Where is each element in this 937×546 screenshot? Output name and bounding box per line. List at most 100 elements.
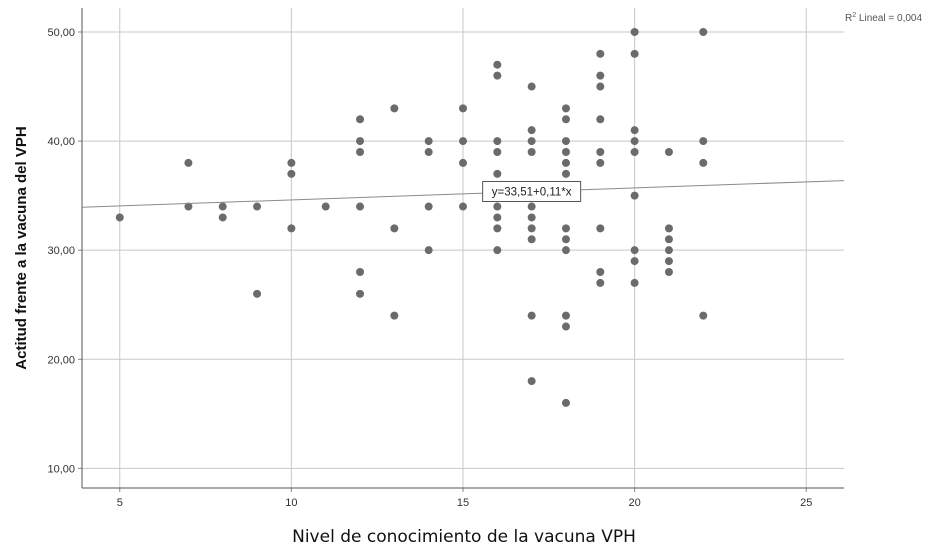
data-point <box>699 158 708 167</box>
y-tick-label: 30,00 <box>47 245 75 257</box>
data-point <box>561 398 570 407</box>
data-point <box>561 311 570 320</box>
data-point <box>356 202 365 211</box>
data-point <box>253 202 262 211</box>
r2-label-prefix: R <box>845 13 852 24</box>
y-tick-label: 10,00 <box>47 463 75 475</box>
x-tick-label: 10 <box>285 497 297 509</box>
fit-equation-text: y=33,51+0,11*x <box>492 186 572 198</box>
data-point <box>356 115 365 124</box>
data-point <box>356 148 365 156</box>
data-point <box>664 224 673 233</box>
data-point <box>493 169 502 178</box>
r2-label-sup: 2 <box>852 12 856 19</box>
points-layer <box>115 28 708 407</box>
data-point <box>596 115 605 124</box>
x-tick-label: 20 <box>628 497 640 509</box>
data-point <box>561 104 570 113</box>
data-point <box>184 202 193 211</box>
data-point <box>596 224 605 233</box>
data-point <box>390 224 399 233</box>
data-point <box>561 224 570 233</box>
data-point <box>287 224 296 233</box>
data-point <box>218 213 227 222</box>
data-point <box>493 137 502 146</box>
data-point <box>630 126 639 135</box>
grid-layer <box>82 8 844 488</box>
data-point <box>527 213 536 222</box>
x-tick-label: 25 <box>800 497 812 509</box>
y-tick-label: 50,00 <box>47 27 75 39</box>
data-point <box>424 137 433 146</box>
data-point <box>493 71 502 80</box>
fit-line-layer <box>81 180 845 208</box>
data-point <box>630 49 639 58</box>
data-point <box>356 137 365 146</box>
data-point <box>424 202 433 211</box>
y-tick-label: 40,00 <box>47 136 75 148</box>
data-point <box>527 82 536 91</box>
data-point <box>699 137 708 146</box>
data-point <box>596 268 605 276</box>
data-point <box>630 257 639 266</box>
data-point <box>596 49 605 58</box>
data-point <box>527 224 536 233</box>
data-point <box>527 202 536 211</box>
data-point <box>493 213 502 222</box>
data-point <box>664 246 673 255</box>
data-point <box>493 224 502 233</box>
data-point <box>664 148 673 156</box>
x-axis-label: Nivel de conocimiento de la vacuna VPH <box>292 527 636 546</box>
data-point <box>459 158 467 167</box>
data-point <box>527 126 536 135</box>
data-point <box>596 82 605 91</box>
data-point <box>596 278 605 287</box>
data-point <box>527 148 536 156</box>
axis-layer: 5 10 15 20 25 10,00 20,00 30,00 40,00 50,00 <box>47 8 844 509</box>
data-point <box>561 322 570 331</box>
data-point <box>561 246 570 255</box>
x-tick-label: 5 <box>117 497 123 509</box>
fit-line <box>81 180 845 208</box>
data-point <box>527 235 536 244</box>
data-point <box>664 257 673 266</box>
data-point <box>527 137 536 146</box>
data-point <box>561 169 570 178</box>
data-point <box>424 148 433 156</box>
r2-label-text: Lineal = 0,004 <box>856 13 922 24</box>
data-point <box>596 158 605 167</box>
data-point <box>390 104 399 113</box>
data-point <box>561 148 570 156</box>
data-point <box>184 158 193 167</box>
data-point <box>630 191 639 200</box>
data-point <box>596 148 605 156</box>
data-point <box>664 268 673 276</box>
label-layer: Nivel de conocimiento de la vacuna VPH A… <box>13 12 922 546</box>
data-point <box>424 246 433 255</box>
data-point <box>596 71 605 80</box>
data-point <box>356 268 365 276</box>
data-point <box>630 246 639 255</box>
data-point <box>699 28 708 36</box>
data-point <box>561 158 570 167</box>
y-axis-label: Actitud frente a la vacuna del VPH <box>13 126 30 369</box>
data-point <box>321 202 330 211</box>
data-point <box>561 235 570 244</box>
data-point <box>630 137 639 146</box>
r2-label: R2 Lineal = 0,004 <box>845 12 922 24</box>
data-point <box>630 28 639 36</box>
data-point <box>115 213 124 222</box>
y-tick-label: 20,00 <box>47 354 75 366</box>
data-point <box>561 115 570 124</box>
data-point <box>287 169 296 178</box>
data-point <box>493 148 502 156</box>
data-point <box>527 377 536 386</box>
fit-equation-box: y=33,51+0,11*x <box>482 180 582 202</box>
data-point <box>390 311 399 320</box>
data-point <box>356 289 365 298</box>
data-point <box>493 246 502 255</box>
data-point <box>218 202 227 211</box>
data-point <box>459 104 467 113</box>
data-point <box>527 311 536 320</box>
